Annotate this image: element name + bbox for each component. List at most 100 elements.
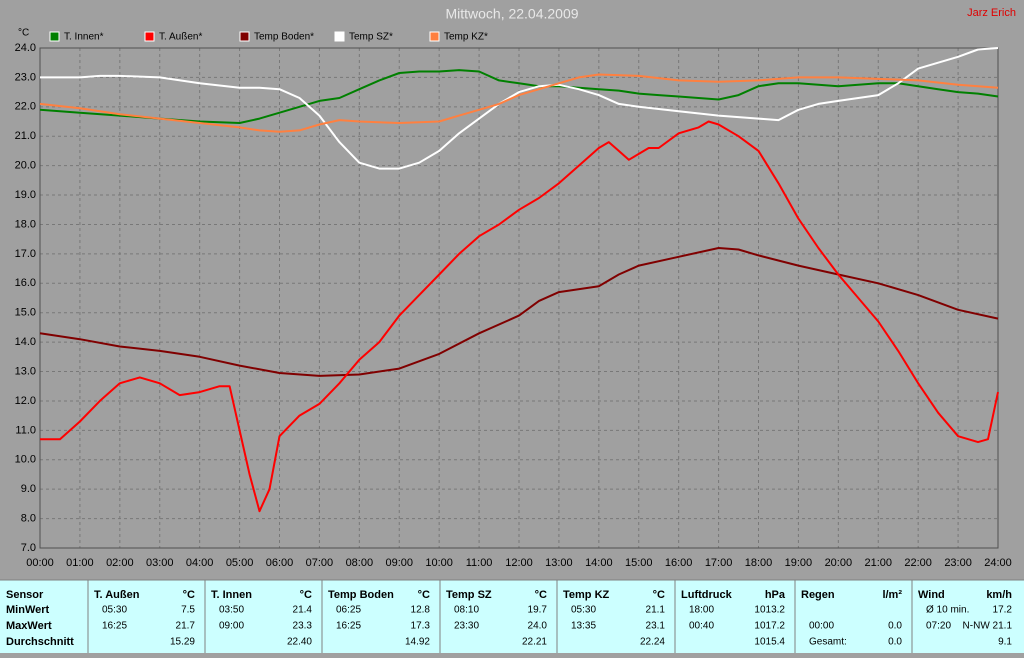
row-label: MinWert <box>6 604 50 616</box>
cell-time: 00:40 <box>689 621 714 632</box>
group-unit: l/m² <box>882 589 902 601</box>
group-unit: °C <box>300 589 312 601</box>
cell-value: 0.0 <box>888 637 902 648</box>
group-unit: km/h <box>986 589 1012 601</box>
cell-time: Ø 10 min. <box>926 605 969 616</box>
x-tick-label: 11:00 <box>466 557 493 569</box>
cell-value: 21.7 <box>176 621 196 632</box>
y-tick-label: 17.0 <box>15 248 36 260</box>
y-tick-label: 10.0 <box>15 454 36 466</box>
x-tick-label: 07:00 <box>306 557 334 569</box>
group-name: T. Innen <box>211 589 252 601</box>
x-tick-label: 23:00 <box>944 557 972 569</box>
y-tick-label: 9.0 <box>21 483 36 495</box>
chart-title: Mittwoch, 22.04.2009 <box>445 6 578 22</box>
x-tick-label: 18:00 <box>745 557 773 569</box>
group-name: Temp Boden <box>328 589 394 601</box>
cell-value: N-NW 21.1 <box>963 621 1013 632</box>
cell-time: 18:00 <box>689 605 714 616</box>
series-line <box>39 247 999 377</box>
row-label: Durchschnitt <box>6 636 74 648</box>
cell-time: 06:25 <box>336 605 361 616</box>
x-tick-label: 01:00 <box>66 557 94 569</box>
legend-label: Temp KZ* <box>444 32 488 43</box>
x-tick-label: 10:00 <box>425 557 453 569</box>
legend-label: T. Innen* <box>64 32 104 43</box>
y-tick-label: 24.0 <box>15 42 36 54</box>
cell-value: 19.7 <box>528 605 548 616</box>
y-axis-label: °C <box>18 28 29 39</box>
legend-swatch <box>49 31 60 42</box>
cell-value: 7.5 <box>181 605 195 616</box>
legend-label: T. Außen* <box>159 32 202 43</box>
cell-value: 21.1 <box>646 605 666 616</box>
group-name: Luftdruck <box>681 589 733 601</box>
x-tick-label: 08:00 <box>346 557 374 569</box>
cell-value: 1013.2 <box>754 605 785 616</box>
cell-value: 9.1 <box>998 637 1012 648</box>
cell-time: 03:50 <box>219 605 244 616</box>
group-name: Temp KZ <box>563 589 610 601</box>
cell-value: 1017.2 <box>754 621 785 632</box>
cell-time: 00:00 <box>809 621 834 632</box>
y-tick-label: 15.0 <box>15 307 36 319</box>
group-unit: °C <box>183 589 195 601</box>
y-tick-label: 13.0 <box>15 365 36 377</box>
group-unit: °C <box>418 589 430 601</box>
series-line <box>39 73 999 133</box>
cell-value: 0.0 <box>888 621 902 632</box>
author: Jarz Erich <box>967 7 1016 19</box>
legend-swatch <box>144 31 155 42</box>
cell-time: Gesamt: <box>809 637 847 648</box>
y-tick-label: 16.0 <box>15 277 36 289</box>
cell-time: 16:25 <box>102 621 127 632</box>
y-tick-label: 18.0 <box>15 218 36 230</box>
legend-swatch <box>239 31 250 42</box>
x-tick-label: 09:00 <box>385 557 413 569</box>
x-tick-label: 13:00 <box>545 557 573 569</box>
y-tick-label: 12.0 <box>15 395 36 407</box>
cell-value: 12.8 <box>411 605 431 616</box>
legend-label: Temp Boden* <box>254 32 314 43</box>
cell-value: 23.3 <box>293 621 313 632</box>
x-tick-label: 12:00 <box>505 557 533 569</box>
cell-time: 13:35 <box>571 621 596 632</box>
cell-time: 23:30 <box>454 621 479 632</box>
x-tick-label: 00:00 <box>26 557 54 569</box>
x-tick-label: 15:00 <box>625 557 653 569</box>
cell-value: 22.21 <box>522 637 547 648</box>
group-name: Regen <box>801 589 835 601</box>
cell-value: 22.40 <box>287 637 312 648</box>
cell-time: 05:30 <box>102 605 127 616</box>
series-line <box>40 120 999 513</box>
x-tick-label: 22:00 <box>904 557 932 569</box>
cell-value: 14.92 <box>405 637 430 648</box>
y-tick-label: 11.0 <box>15 424 36 436</box>
x-tick-label: 24:00 <box>984 557 1012 569</box>
chart-background <box>0 0 1024 580</box>
x-tick-label: 19:00 <box>785 557 813 569</box>
legend-swatch <box>334 31 345 42</box>
row-label: Sensor <box>6 589 44 601</box>
group-name: Temp SZ <box>446 589 492 601</box>
x-tick-label: 21:00 <box>864 557 892 569</box>
cell-time: 07:20 <box>926 621 951 632</box>
y-tick-label: 22.0 <box>15 101 36 113</box>
y-tick-label: 21.0 <box>15 130 36 142</box>
y-tick-label: 23.0 <box>15 71 36 83</box>
cell-value: 17.2 <box>993 605 1013 616</box>
series-line <box>40 47 999 170</box>
x-tick-label: 17:00 <box>705 557 733 569</box>
group-name: Wind <box>918 589 945 601</box>
group-unit: °C <box>653 589 665 601</box>
x-tick-label: 03:00 <box>146 557 174 569</box>
cell-time: 09:00 <box>219 621 244 632</box>
cell-time: 05:30 <box>571 605 596 616</box>
cell-value: 21.4 <box>293 605 313 616</box>
cell-value: 15.29 <box>170 637 195 648</box>
x-tick-label: 05:00 <box>226 557 254 569</box>
legend-swatch <box>429 31 440 42</box>
table-background <box>0 580 1024 653</box>
